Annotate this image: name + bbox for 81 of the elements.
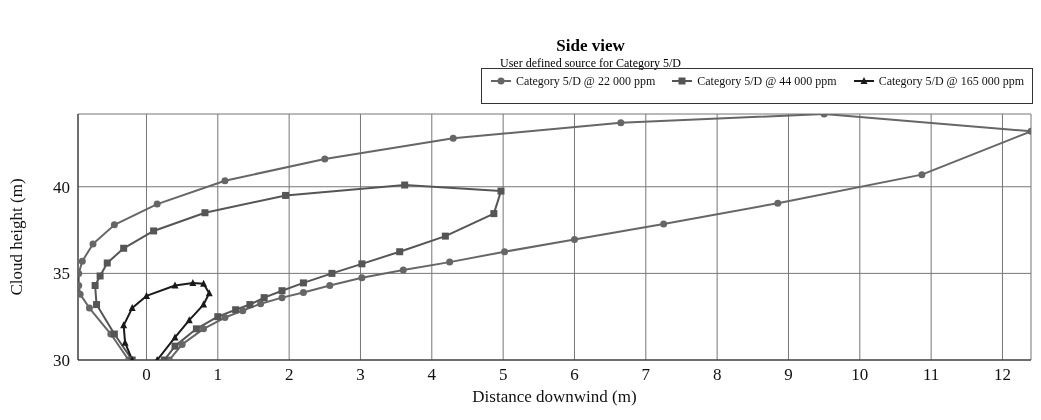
point <box>570 236 578 244</box>
x-tick-label: 10 <box>851 365 869 385</box>
point <box>96 272 104 280</box>
line-series <box>78 114 1031 360</box>
chart-title: Side view <box>555 35 626 56</box>
point <box>142 291 150 299</box>
x-tick-label: 9 <box>784 365 793 385</box>
point <box>201 209 209 217</box>
point <box>178 340 186 348</box>
y-axis-title: Cloud height (m) <box>7 178 27 296</box>
point <box>399 266 407 274</box>
point <box>278 294 286 302</box>
point <box>358 274 366 282</box>
x-axis-title: Distance downwind (m) <box>472 387 637 407</box>
point <box>189 278 197 286</box>
point <box>282 191 290 199</box>
point <box>120 244 128 252</box>
point <box>78 257 86 265</box>
point <box>441 232 449 240</box>
legend-label: Category 5/D @ 165 000 ppm <box>877 73 1024 89</box>
point <box>918 171 926 179</box>
point <box>246 301 254 309</box>
point <box>660 220 668 228</box>
point <box>200 300 208 308</box>
point <box>774 199 782 207</box>
x-tick-label: 12 <box>993 365 1011 385</box>
point <box>103 259 111 267</box>
x-tick-label: 7 <box>641 365 651 385</box>
point <box>326 282 334 290</box>
point <box>200 279 208 287</box>
point <box>396 248 404 256</box>
x-tick-label: 1 <box>213 365 223 385</box>
point <box>214 313 222 321</box>
y-tick-label: 35 <box>53 264 70 284</box>
x-tick-label: 2 <box>284 365 294 385</box>
point <box>321 155 329 163</box>
x-tick-label: 4 <box>427 365 437 385</box>
point <box>328 269 336 277</box>
x-tick-label: 6 <box>570 365 579 385</box>
point <box>358 260 366 268</box>
point <box>91 282 99 290</box>
point <box>257 300 265 308</box>
point <box>299 288 307 296</box>
x-tick-label: 5 <box>498 365 508 385</box>
legend-label: Category 5/D @ 44 000 ppm <box>696 73 837 89</box>
x-tick-label: 3 <box>356 365 365 385</box>
point <box>153 200 161 208</box>
point <box>85 304 93 312</box>
point <box>110 221 118 229</box>
point <box>150 227 158 235</box>
point <box>501 248 509 256</box>
point <box>617 119 625 127</box>
point <box>278 287 286 295</box>
chart-subtitle: User defined source for Category 5/D <box>499 56 682 72</box>
point <box>497 187 505 195</box>
point <box>239 307 247 315</box>
point <box>401 181 409 189</box>
point <box>171 333 179 341</box>
point <box>93 301 101 309</box>
point <box>78 290 84 298</box>
point <box>171 281 179 289</box>
point <box>232 306 240 314</box>
point <box>446 258 454 266</box>
point <box>171 342 179 350</box>
point <box>89 240 97 248</box>
legend-label: Category 5/D @ 22 000 ppm <box>514 73 656 89</box>
y-tick-label: 40 <box>53 177 70 197</box>
point <box>490 210 498 218</box>
point <box>192 325 200 333</box>
point <box>221 314 229 322</box>
point <box>299 279 307 287</box>
y-tick-label: 30 <box>53 351 70 371</box>
point <box>121 338 129 346</box>
x-tick-label: 8 <box>712 365 722 385</box>
point <box>260 294 268 302</box>
point <box>128 304 136 312</box>
x-tick-label: 11 <box>922 365 940 385</box>
x-tick-label: 0 <box>142 365 151 385</box>
point <box>449 134 457 142</box>
point <box>221 177 229 185</box>
point <box>200 325 208 333</box>
